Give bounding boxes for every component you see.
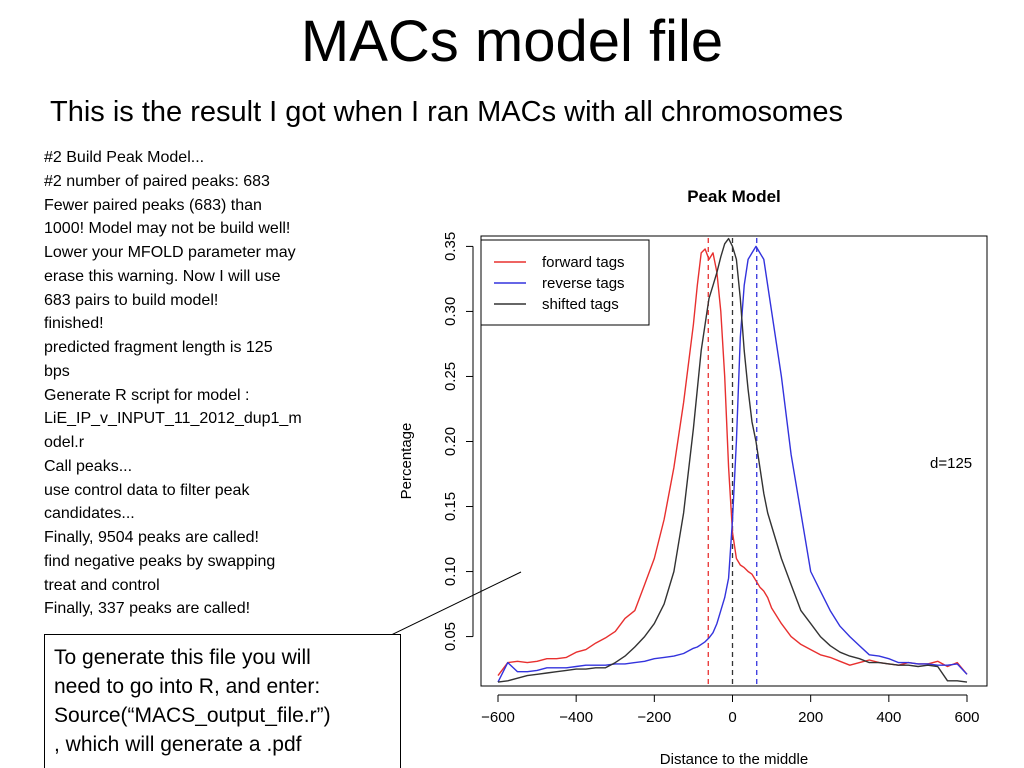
- log-line: Finally, 9504 peaks are called!: [44, 529, 259, 546]
- x-axis-label: Distance to the middle: [660, 751, 808, 768]
- log-line: Lower your MFOLD parameter may: [44, 244, 296, 261]
- log-line: #2 number of paired peaks: 683: [44, 172, 270, 190]
- slide-subtitle: This is the result I got when I ran MACs…: [50, 96, 843, 128]
- series-line-forward-tags: [497, 248, 968, 677]
- legend-label: reverse tags: [542, 275, 625, 292]
- series-line-shifted-tags: [497, 237, 968, 683]
- log-line: 1000! Model may not be build well!: [44, 220, 291, 238]
- log-line: bps: [44, 362, 70, 380]
- y-tick-label: 0.10: [442, 557, 459, 586]
- log-line: erase this warning. Now I will use: [44, 267, 281, 285]
- callout-line: need to go into R, and enter:: [54, 675, 321, 698]
- x-tick-label: 400: [876, 709, 901, 726]
- x-tick-label: −200: [637, 709, 671, 726]
- macs-log-output: #2 Build Peak Model... #2 number of paire…: [44, 146, 374, 621]
- y-tick-label: 0.20: [442, 427, 459, 456]
- y-tick-label: 0.35: [442, 232, 459, 261]
- y-tick-label: 0.05: [442, 622, 459, 651]
- log-line: LiE_IP_v_INPUT_11_2012_dup1_m: [44, 410, 302, 428]
- x-tick-label: 0: [728, 709, 736, 726]
- y-tick-label: 0.25: [442, 362, 459, 391]
- legend-label: shifted tags: [542, 296, 619, 313]
- plot-frame: [480, 235, 988, 687]
- y-axis-label: Percentage: [398, 423, 415, 500]
- callout-box: To generate this file you will need to go…: [44, 634, 401, 768]
- log-line: Call peaks...: [44, 457, 133, 475]
- legend-label: forward tags: [542, 254, 625, 271]
- callout-line: To generate this file you will: [54, 646, 311, 669]
- y-tick-label: 0.15: [442, 492, 459, 521]
- y-tick-label: 0.30: [442, 297, 459, 326]
- annotation-label: d=125: [930, 455, 972, 472]
- log-line: Fewer paired peaks (683) than: [44, 196, 262, 214]
- chart-title: Peak Model: [687, 187, 781, 206]
- callout-line: Source(“MACS_output_file.r”): [54, 704, 331, 727]
- log-line: finished!: [44, 315, 104, 333]
- x-tick-label: −600: [481, 709, 515, 726]
- log-line: candidates...: [44, 505, 135, 523]
- log-line: #2 Build Peak Model...: [44, 149, 205, 166]
- log-line: treat and control: [44, 576, 160, 594]
- log-line: Generate R script for model :: [44, 386, 250, 404]
- log-line: predicted fragment length is 125: [44, 339, 273, 356]
- log-line: find negative peaks by swapping: [44, 552, 276, 570]
- log-line: use control data to filter peak: [44, 481, 250, 499]
- log-line: 683 pairs to build model!: [44, 291, 219, 309]
- slide-title: MACs model file: [300, 9, 724, 74]
- x-tick-label: 600: [954, 709, 979, 726]
- log-line: Finally, 337 peaks are called!: [44, 600, 251, 618]
- x-tick-label: −400: [559, 709, 593, 726]
- x-tick-label: 200: [798, 709, 823, 726]
- callout-line: , which will generate a .pdf: [54, 733, 302, 756]
- log-line: odel.r: [44, 434, 85, 451]
- series-line-reverse-tags: [497, 245, 968, 683]
